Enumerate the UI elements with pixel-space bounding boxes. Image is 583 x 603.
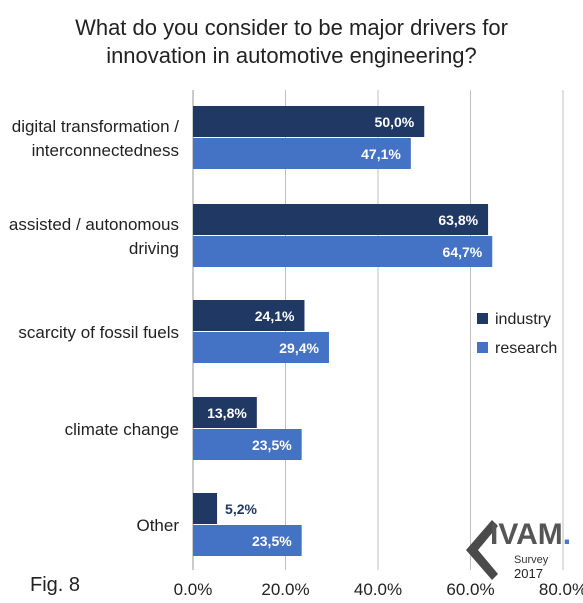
figure-label: Fig. 8 — [30, 574, 81, 596]
bar-industry — [193, 397, 257, 428]
x-tick-label: 20.0% — [261, 580, 309, 599]
logo-text: IVAM. — [490, 518, 572, 551]
x-tick-label: 60.0% — [446, 580, 494, 599]
bar-industry — [193, 204, 489, 235]
bar-research — [193, 525, 302, 556]
logo-subtitle: Survey — [514, 554, 549, 566]
legend-swatch-industry — [477, 313, 488, 324]
chart-title-line-1: What do you consider to be major drivers… — [75, 15, 508, 40]
logo-year: 2017 — [514, 566, 543, 581]
x-tick-label: 40.0% — [354, 580, 402, 599]
data-label: 29,4% — [279, 340, 319, 356]
bar-research — [193, 429, 302, 460]
category-label: digital transformation / — [12, 117, 180, 136]
category-label: interconnectedness — [32, 141, 179, 160]
data-label: 13,8% — [207, 405, 247, 421]
category-label: Other — [136, 516, 179, 535]
data-label: 23,5% — [252, 533, 292, 549]
bar-research — [193, 236, 493, 267]
legend-label-industry: industry — [495, 311, 551, 328]
bar-research — [193, 332, 329, 363]
data-label: 47,1% — [361, 146, 401, 162]
logo-mark-icon — [466, 520, 498, 580]
chart-title-line-2: innovation in automotive engineering? — [106, 43, 477, 68]
category-label: climate change — [65, 420, 179, 439]
bar-industry — [193, 106, 425, 137]
bar-industry — [193, 300, 305, 331]
category-label: assisted / autonomous — [9, 215, 179, 234]
x-tick-label: 80.0% — [539, 580, 583, 599]
data-label: 5,2% — [225, 501, 257, 517]
data-label: 63,8% — [438, 212, 478, 228]
bar-industry — [193, 493, 218, 524]
data-label: 23,5% — [252, 437, 292, 453]
data-label: 24,1% — [255, 308, 295, 324]
legend-label-research: research — [495, 340, 557, 357]
bar-research — [193, 138, 411, 169]
category-label: scarcity of fossil fuels — [18, 323, 179, 342]
ivam-logo: IVAM. Survey 2017 — [462, 516, 574, 584]
data-label: 64,7% — [443, 244, 483, 260]
data-label: 50,0% — [375, 114, 415, 130]
x-tick-label: 0.0% — [174, 580, 213, 599]
chart-title: What do you consider to be major drivers… — [0, 14, 583, 70]
legend-swatch-research — [477, 342, 488, 353]
category-label: driving — [129, 239, 179, 258]
